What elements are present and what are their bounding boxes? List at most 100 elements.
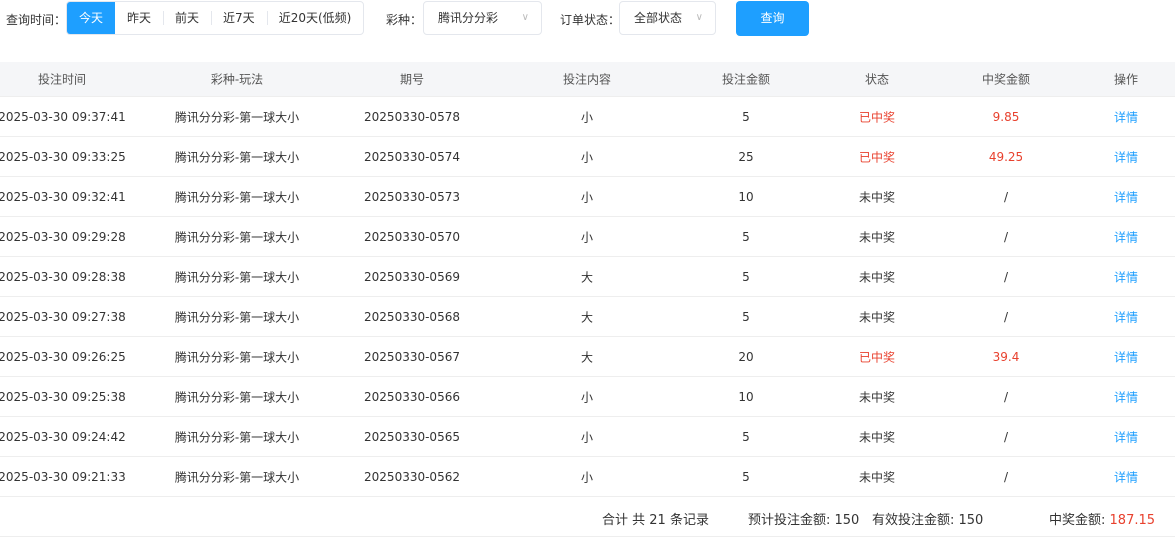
header-lottery-play: 彩种-玩法 — [210, 72, 264, 87]
cell-issue-number: 20250330-0568 — [364, 309, 460, 324]
cell-bet-amount: 5 — [742, 269, 750, 284]
chevron-down-icon: ∨ — [695, 12, 703, 23]
header-bet-content: 投注内容 — [562, 72, 612, 87]
cell-issue-number: 20250330-0570 — [364, 229, 460, 244]
header-status: 状态 — [864, 72, 890, 87]
cell-bet-content: 小 — [580, 190, 594, 204]
win-amount-value: 187.15 — [1109, 513, 1156, 528]
win-amount-label: 中奖金额: — [1049, 513, 1106, 528]
cell-action[interactable]: 详情 — [1113, 430, 1139, 444]
cell-bet-amount: 20 — [738, 349, 754, 364]
cell-issue-number: 20250330-0566 — [364, 389, 460, 404]
table-row: 2025-03-30 09:21:33 腾讯分分彩-第一球大小 20250330-0… — [0, 457, 1175, 497]
cell-action[interactable]: 详情 — [1113, 110, 1139, 124]
time-range-selector: 今天 昨天 前天 近7天 近20天(低频) — [66, 1, 365, 35]
cell-lottery-play: 腾讯分分彩-第一球大小 — [174, 150, 300, 164]
cell-lottery-play: 腾讯分分彩-第一球大小 — [174, 390, 300, 404]
cell-bet-time: 2025-03-30 09:32:41 — [0, 189, 126, 204]
status-select[interactable]: 全部状态 ∨ — [619, 1, 716, 35]
cell-lottery-play: 腾讯分分彩-第一球大小 — [174, 270, 300, 284]
cell-status: 未中奖 — [858, 190, 896, 204]
cell-lottery-play: 腾讯分分彩-第一球大小 — [174, 110, 300, 124]
lottery-select[interactable]: 腾讯分分彩 ∨ — [423, 1, 542, 35]
cell-action[interactable]: 详情 — [1113, 310, 1139, 324]
search-button[interactable]: 查询 — [736, 1, 809, 36]
cell-status: 未中奖 — [858, 470, 896, 484]
cell-bet-time: 2025-03-30 09:24:42 — [0, 429, 126, 444]
cell-bet-time: 2025-03-30 09:25:38 — [0, 389, 126, 404]
time-option-day-before[interactable]: 前天 — [163, 2, 211, 34]
cell-bet-content: 大 — [580, 350, 594, 364]
header-action: 操作 — [1113, 72, 1139, 87]
cell-bet-amount: 5 — [742, 229, 750, 244]
table-header: 投注时间 彩种-玩法 期号 投注内容 投注金额 状态 中奖金额 操作 — [0, 62, 1175, 97]
expected-bet-amount: 预计投注金额: 150 — [748, 513, 860, 528]
cell-lottery-play: 腾讯分分彩-第一球大小 — [174, 430, 300, 444]
cell-issue-number: 20250330-0574 — [364, 149, 460, 164]
cell-win-amount: 39.4 — [992, 349, 1020, 364]
cell-bet-content: 小 — [580, 150, 594, 164]
status-label: 订单状态： — [560, 13, 621, 27]
table-row: 2025-03-30 09:32:41 腾讯分分彩-第一球大小 20250330-0… — [0, 177, 1175, 217]
cell-win-amount: / — [1003, 429, 1009, 444]
cell-lottery-play: 腾讯分分彩-第一球大小 — [174, 310, 300, 324]
cell-bet-amount: 5 — [742, 309, 750, 324]
cell-bet-amount: 10 — [738, 389, 754, 404]
chevron-down-icon: ∨ — [521, 12, 529, 23]
cell-win-amount: / — [1003, 229, 1009, 244]
cell-win-amount: / — [1003, 269, 1009, 284]
cell-issue-number: 20250330-0565 — [364, 429, 460, 444]
header-bet-time: 投注时间 — [37, 72, 87, 87]
time-option-yesterday[interactable]: 昨天 — [127, 11, 152, 25]
header-bet-amount: 投注金额 — [721, 72, 771, 87]
status-value: 全部状态 — [634, 11, 683, 25]
cell-status: 未中奖 — [858, 230, 896, 244]
cell-action[interactable]: 详情 — [1113, 270, 1139, 284]
cell-issue-number: 20250330-0562 — [364, 469, 460, 484]
cell-issue-number: 20250330-0569 — [364, 269, 460, 284]
cell-win-amount: 49.25 — [988, 149, 1024, 164]
cell-action[interactable]: 详情 — [1113, 470, 1139, 484]
time-option-today[interactable]: 今天 — [67, 2, 116, 34]
header-issue-number: 期号 — [399, 72, 425, 87]
cell-lottery-play: 腾讯分分彩-第一球大小 — [174, 230, 300, 244]
cell-bet-content: 小 — [580, 430, 594, 444]
cell-lottery-play: 腾讯分分彩-第一球大小 — [174, 190, 300, 204]
cell-action[interactable]: 详情 — [1113, 150, 1139, 164]
cell-issue-number: 20250330-0578 — [364, 109, 460, 124]
cell-lottery-play: 腾讯分分彩-第一球大小 — [174, 470, 300, 484]
cell-bet-amount: 5 — [742, 469, 750, 484]
cell-bet-amount: 5 — [742, 109, 750, 124]
table-row: 2025-03-30 09:33:25 腾讯分分彩-第一球大小 20250330-0… — [0, 137, 1175, 177]
cell-win-amount: / — [1003, 189, 1009, 204]
table-row: 2025-03-30 09:26:25 腾讯分分彩-第一球大小 20250330-0… — [0, 337, 1175, 377]
table-row: 2025-03-30 09:28:38 腾讯分分彩-第一球大小 20250330-0… — [0, 257, 1175, 297]
cell-status: 未中奖 — [858, 310, 896, 324]
cell-bet-content: 大 — [580, 270, 594, 284]
cell-status: 已中奖 — [858, 150, 896, 164]
cell-bet-time: 2025-03-30 09:33:25 — [0, 149, 126, 164]
cell-bet-time: 2025-03-30 09:37:41 — [0, 109, 126, 124]
cell-status: 已中奖 — [858, 110, 896, 124]
cell-action[interactable]: 详情 — [1113, 350, 1139, 364]
cell-win-amount: / — [1003, 469, 1009, 484]
cell-bet-content: 小 — [580, 230, 594, 244]
cell-action[interactable]: 详情 — [1113, 390, 1139, 404]
cell-bet-content: 小 — [580, 390, 594, 404]
table-row: 2025-03-30 09:29:28 腾讯分分彩-第一球大小 20250330-0… — [0, 217, 1175, 257]
time-option-7days[interactable]: 近7天 — [211, 2, 267, 34]
cell-win-amount: / — [1003, 389, 1009, 404]
cell-bet-amount: 10 — [738, 189, 754, 204]
valid-bet-amount: 有效投注金额: 150 — [872, 513, 984, 528]
table-row: 2025-03-30 09:37:41 腾讯分分彩-第一球大小 20250330-0… — [0, 97, 1175, 137]
table-row: 2025-03-30 09:27:38 腾讯分分彩-第一球大小 20250330-0… — [0, 297, 1175, 337]
cell-action[interactable]: 详情 — [1113, 190, 1139, 204]
time-label: 查询时间： — [6, 13, 67, 27]
total-records: 合计 共 21 条记录 — [602, 513, 709, 528]
time-option-20days[interactable]: 近20天(低频) — [266, 2, 364, 34]
header-win-amount: 中奖金额 — [981, 72, 1031, 87]
filter-bar: 查询时间： 今天 昨天 前天 近7天 近20天(低频) 彩种： 腾讯分分彩 ∨ … — [0, 0, 1175, 38]
cell-bet-content: 小 — [580, 470, 594, 484]
cell-action[interactable]: 详情 — [1113, 230, 1139, 244]
lottery-label: 彩种： — [386, 13, 423, 27]
